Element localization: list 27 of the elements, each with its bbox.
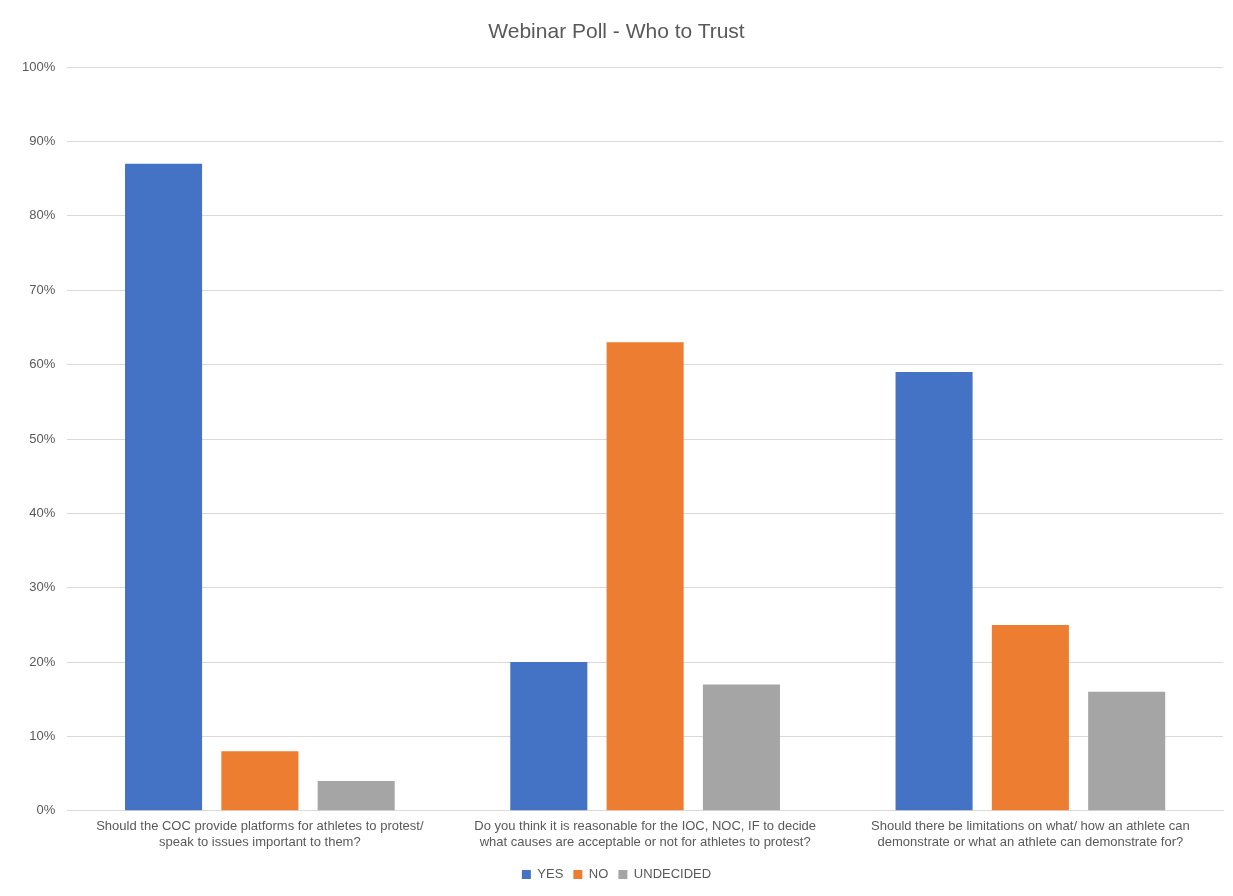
legend-label: YES <box>537 866 564 882</box>
bar <box>317 781 395 811</box>
bar <box>895 372 973 811</box>
bar <box>125 163 203 811</box>
bar <box>1088 691 1166 811</box>
y-tick-label: 60% <box>29 356 56 372</box>
chart-title: Webinar Poll - Who to Trust <box>488 19 745 43</box>
y-tick-label: 70% <box>29 281 56 297</box>
y-tick-label: 30% <box>29 579 56 595</box>
x-tick-label: Do you think it is reasonable for the IOC, NOC, IF to decide what causes are acceptable or not for athletes to protest? <box>474 818 817 849</box>
x-tick-label: Should there be limitations on what/ how an athlete can demonstrate or what an athlete can demonstrate for? <box>871 818 1190 849</box>
x-tick-label: Should the COC provide platforms for athletes to protest/ speak to issues important to them? <box>96 818 424 849</box>
bar <box>991 624 1069 811</box>
y-tick-label: 80% <box>29 207 56 223</box>
bar <box>702 684 780 811</box>
legend-label: NO <box>588 866 609 882</box>
y-tick-label: 100% <box>22 58 56 74</box>
bar <box>221 751 299 811</box>
y-tick-label: 0% <box>36 802 56 818</box>
bar <box>606 342 684 811</box>
bar <box>510 662 588 811</box>
y-tick-label: 90% <box>29 133 56 149</box>
legend-label: UNDECIDED <box>633 866 712 882</box>
y-tick-label: 50% <box>29 430 56 446</box>
y-tick-label: 20% <box>29 653 56 669</box>
y-tick-label: 10% <box>29 728 56 744</box>
y-tick-label: 40% <box>29 504 56 520</box>
